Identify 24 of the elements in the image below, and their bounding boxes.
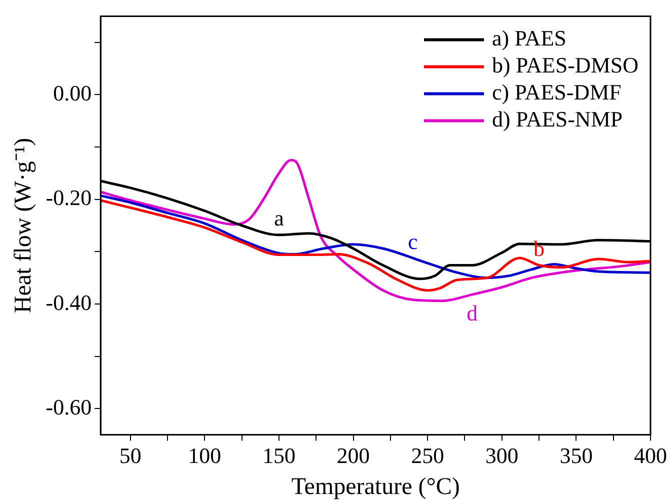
x-tick-label: 250	[411, 442, 444, 468]
x-tick-label: 400	[634, 442, 667, 468]
x-tick-label: 300	[485, 442, 518, 468]
y-tick-label: -0.40	[46, 290, 92, 315]
x-tick-label: 50	[119, 442, 142, 468]
y-tick-label: 0.00	[53, 80, 92, 106]
y-axis-title: Heat flow (W·g⁻¹)	[10, 138, 37, 314]
x-tick-label: 350	[560, 442, 593, 468]
x-tick-label: 200	[336, 442, 370, 468]
annotation: a	[274, 206, 284, 231]
annotation: d	[466, 300, 478, 326]
annotation: c	[408, 229, 418, 254]
x-tick-label: 150	[262, 442, 296, 468]
x-tick-label: 100	[188, 442, 222, 468]
y-tick-label: -0.60	[46, 394, 92, 420]
line-series	[100, 199, 650, 292]
line-series	[100, 158, 650, 302]
line-series	[100, 194, 650, 280]
legend-label: c) PAES-DMF	[492, 79, 622, 104]
legend-label: a) PAES	[492, 25, 566, 50]
legend-label: b) PAES-DMSO	[492, 52, 639, 78]
x-axis-title: Temperature (°C)	[291, 474, 460, 500]
legend-label: d) PAES-NMP	[492, 106, 623, 132]
y-tick-label: -0.20	[46, 185, 92, 210]
